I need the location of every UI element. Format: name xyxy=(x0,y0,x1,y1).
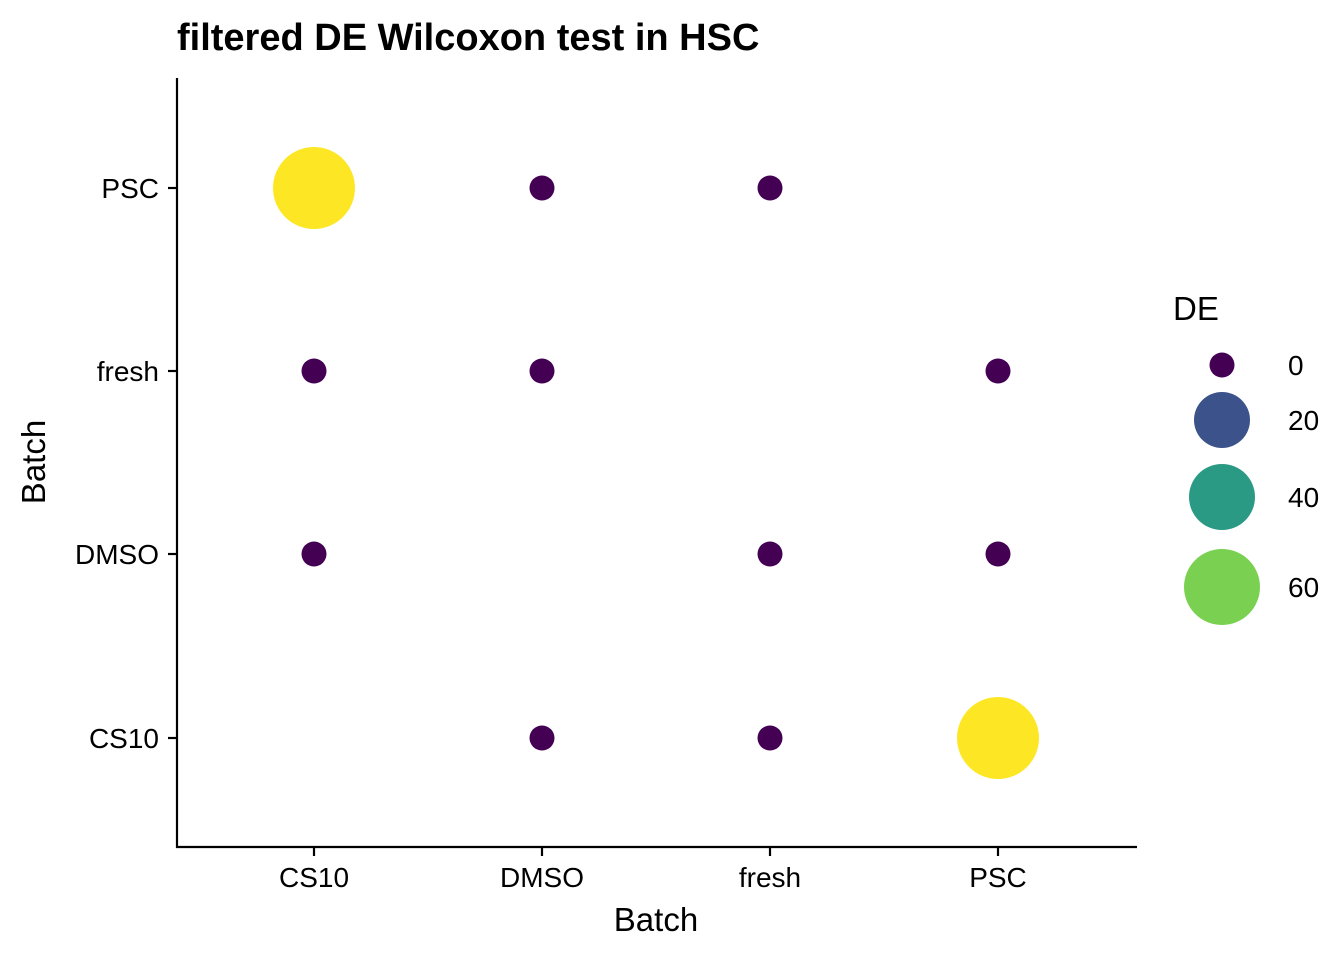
data-point-psc-fresh xyxy=(985,358,1011,384)
x-axis-title: Batch xyxy=(614,901,698,938)
legend-key-40 xyxy=(1189,464,1255,530)
data-point-fresh-dmso xyxy=(757,541,783,567)
legend-label-0: 0 xyxy=(1288,350,1304,381)
legend-label-60: 60 xyxy=(1288,572,1319,603)
x-tick-label-dmso: DMSO xyxy=(500,862,584,893)
legend-label-20: 20 xyxy=(1288,405,1319,436)
y-axis-title: Batch xyxy=(15,420,52,504)
data-point-cs10-fresh xyxy=(301,358,327,384)
data-point-dmso-psc xyxy=(529,175,555,201)
data-point-fresh-psc xyxy=(757,175,783,201)
legend-title: DE xyxy=(1173,290,1219,327)
y-tick-label-psc: PSC xyxy=(101,173,159,204)
x-axis-ticks: CS10 DMSO fresh PSC xyxy=(279,847,1027,893)
y-tick-label-cs10: CS10 xyxy=(89,723,159,754)
x-tick-label-psc: PSC xyxy=(969,862,1027,893)
data-point-psc-cs10 xyxy=(957,697,1039,779)
data-point-cs10-psc xyxy=(273,147,355,229)
x-tick-label-fresh: fresh xyxy=(739,862,801,893)
y-tick-label-fresh: fresh xyxy=(97,356,159,387)
legend-key-20 xyxy=(1194,392,1250,448)
x-tick-label-cs10: CS10 xyxy=(279,862,349,893)
legend-key-0 xyxy=(1209,352,1235,378)
legend-label-40: 40 xyxy=(1288,482,1319,513)
data-point-dmso-fresh xyxy=(529,358,555,384)
y-tick-label-dmso: DMSO xyxy=(75,539,159,570)
data-point-fresh-cs10 xyxy=(757,725,783,751)
size-legend: DE 0 20 40 60 xyxy=(1173,290,1319,625)
y-axis-ticks: CS10 DMSO fresh PSC xyxy=(75,173,177,754)
data-point-psc-dmso xyxy=(985,541,1011,567)
data-point-cs10-dmso xyxy=(301,541,327,567)
legend-key-60 xyxy=(1184,549,1260,625)
data-points xyxy=(273,147,1039,779)
data-point-dmso-cs10 xyxy=(529,725,555,751)
chart-title: filtered DE Wilcoxon test in HSC xyxy=(177,17,759,59)
